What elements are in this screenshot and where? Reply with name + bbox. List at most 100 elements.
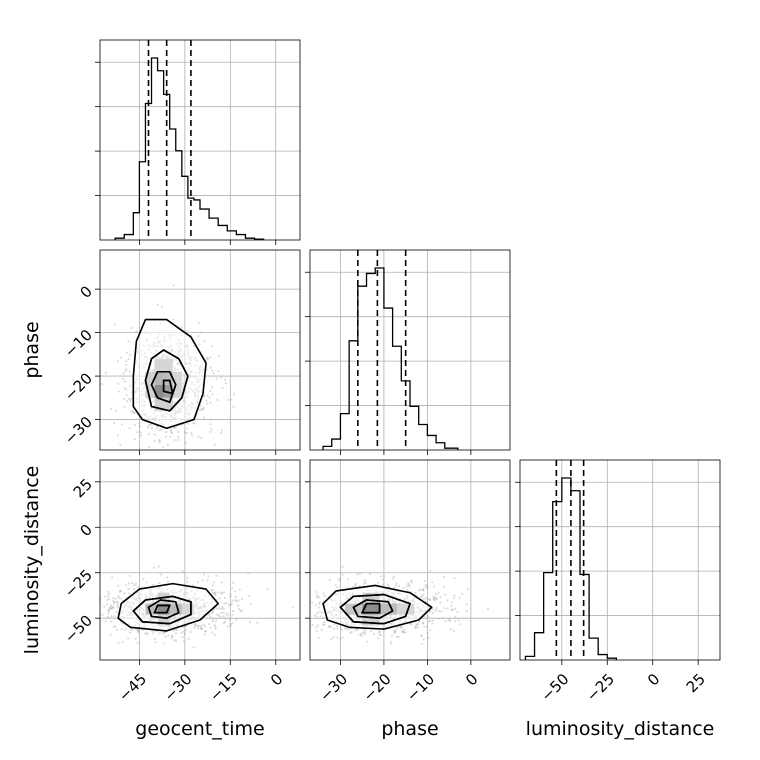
scatter-point [97, 616, 99, 618]
scatter-point [428, 610, 432, 613]
scatter-point [134, 637, 137, 640]
scatter-point [184, 442, 188, 445]
scatter-point [453, 594, 456, 597]
scatter-point [363, 631, 367, 634]
scatter-point [416, 623, 420, 626]
scatter-point [113, 421, 116, 425]
scatter-point [190, 434, 194, 437]
scatter-point [118, 590, 121, 593]
scatter-point [104, 371, 107, 374]
scatter-point [465, 603, 469, 606]
scatter-point [225, 601, 228, 605]
scatter-point [291, 615, 293, 617]
scatter-point [256, 621, 259, 625]
scatter-point [419, 588, 422, 591]
scatter-point [112, 596, 115, 600]
scatter-point [114, 409, 117, 413]
scatter-point [429, 570, 432, 573]
scatter-point [426, 583, 429, 586]
scatter-point [406, 589, 409, 592]
scatter-point [414, 626, 417, 630]
scatter-point [110, 615, 113, 618]
scatter-point [98, 600, 100, 602]
scatter-point [429, 610, 432, 613]
scatter-point [431, 581, 434, 584]
scatter-point [91, 605, 93, 607]
scatter-point [320, 629, 323, 632]
scatter-point [130, 410, 133, 414]
scatter-point [393, 629, 396, 632]
scatter-point [147, 432, 150, 436]
scatter-point [133, 584, 136, 587]
scatter-point [185, 581, 189, 584]
y-tick-label-luminosity_distance-2: −25 [61, 566, 96, 601]
x-tick-label-geocent_time-2: −15 [206, 670, 241, 705]
scatter-point [122, 377, 125, 380]
scatter-point [306, 635, 308, 637]
scatter-point [111, 605, 114, 608]
scatter-point [414, 626, 417, 629]
scatter-point [222, 607, 226, 611]
scatter-point [121, 641, 124, 644]
scatter-point [294, 608, 296, 610]
scatter-point [108, 608, 111, 611]
scatter-point [431, 607, 434, 611]
scatter-point [395, 582, 398, 585]
scatter-point [124, 369, 127, 372]
scatter-point [223, 620, 227, 624]
scatter-point [167, 634, 170, 637]
scatter-point [354, 582, 357, 585]
scatter-point [230, 398, 233, 401]
scatter-point [240, 598, 244, 601]
scatter-point [422, 589, 425, 592]
scatter-point [177, 435, 180, 438]
scatter-point [214, 627, 217, 630]
scatter-point [230, 603, 233, 606]
scatter-point [209, 356, 212, 359]
scatter-point [332, 627, 336, 630]
scatter-point [109, 620, 113, 623]
scatter-point [317, 596, 320, 599]
scatter-point [229, 593, 232, 596]
scatter-point [210, 589, 213, 592]
scatter-point [288, 591, 290, 593]
scatter-point [208, 396, 211, 399]
scatter-point [122, 372, 125, 375]
scatter-point [450, 601, 453, 604]
scatter-point [173, 426, 176, 430]
scatter-point [418, 620, 421, 623]
scatter-point [222, 591, 226, 594]
scatter-point [218, 607, 222, 610]
scatter-point [339, 577, 342, 580]
scatter-point [456, 611, 459, 614]
scatter-point [210, 344, 213, 347]
scatter-point [212, 372, 215, 375]
scatter-point [194, 624, 198, 628]
x-axis-title-geocent_time: geocent_time [135, 718, 264, 740]
scatter-point [153, 439, 156, 443]
scatter-point [232, 393, 236, 396]
scatter-point [189, 630, 192, 634]
scatter-point [393, 631, 396, 634]
scatter-point [193, 623, 197, 626]
scatter-point [109, 605, 112, 609]
scatter-point [461, 592, 464, 596]
scatter-point [422, 593, 425, 596]
scatter-point [408, 585, 411, 588]
scatter-point [378, 631, 381, 634]
scatter-point [158, 439, 161, 443]
contour-outline-1-3 [153, 604, 171, 614]
scatter-point [128, 631, 132, 634]
scatter-point [107, 590, 110, 593]
histogram-phase [322, 267, 459, 450]
scatter-point [158, 632, 161, 635]
scatter-point [177, 438, 180, 441]
scatter-point [116, 603, 119, 607]
scatter-point [166, 443, 169, 446]
scatter-point [424, 584, 427, 587]
scatter-point [302, 600, 304, 602]
scatter-point [401, 630, 404, 633]
scatter-point [116, 382, 120, 385]
scatter-point [435, 607, 438, 610]
scatter-point [378, 630, 381, 633]
